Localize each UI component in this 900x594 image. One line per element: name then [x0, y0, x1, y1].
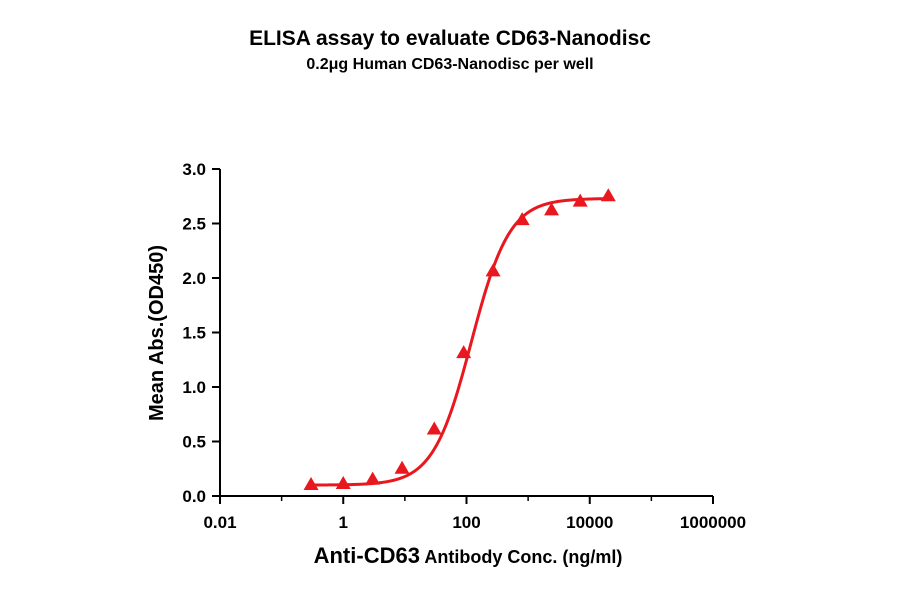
- data-point: [335, 475, 351, 489]
- x-tick-label: 1: [339, 513, 348, 532]
- tick-group: 0.0 0.5 1.0 1.5 2.0 2.5 3.0 0.01 1 100 10000 100000…: [182, 160, 746, 532]
- y-tick-label: 1.0: [182, 378, 206, 397]
- y-tick-label: 3.0: [182, 160, 206, 179]
- fit-curve: [311, 197, 609, 487]
- y-tick-label: 2.0: [182, 269, 206, 288]
- data-point: [514, 212, 530, 226]
- data-point: [394, 460, 410, 474]
- y-tick-label: 0.5: [182, 433, 206, 452]
- data-point: [426, 421, 442, 435]
- axes: [219, 169, 713, 497]
- data-point: [600, 188, 616, 202]
- x-tick-label: 100: [452, 513, 480, 532]
- x-tick-label: 10000: [566, 513, 613, 532]
- x-axis-label-rest: Antibody Conc. (ng/ml): [424, 547, 623, 567]
- x-axis-label-main: Anti-CD63: [313, 543, 420, 568]
- data-point: [456, 345, 472, 359]
- x-tick-label: 0.01: [203, 513, 236, 532]
- chart-subtitle: 0.2μg Human CD63-Nanodisc per well: [306, 56, 594, 73]
- y-tick-label: 1.5: [182, 324, 206, 343]
- x-axis-label: Anti-CD63 Antibody Conc. (ng/ml): [0, 543, 900, 569]
- data-point: [572, 193, 588, 207]
- y-tick-label: 2.5: [182, 215, 206, 234]
- data-points: [303, 188, 616, 491]
- chart-title: ELISA assay to evaluate CD63-Nanodisc: [249, 27, 651, 50]
- y-tick-label: 0.0: [182, 487, 206, 506]
- data-point: [485, 263, 501, 277]
- data-point: [544, 202, 560, 216]
- data-point: [303, 477, 319, 491]
- data-point: [365, 471, 381, 485]
- fit-curve-group: [311, 197, 609, 487]
- x-tick-label: 1000000: [680, 513, 746, 532]
- y-axis-label: Mean Abs.(OD450): [146, 245, 168, 421]
